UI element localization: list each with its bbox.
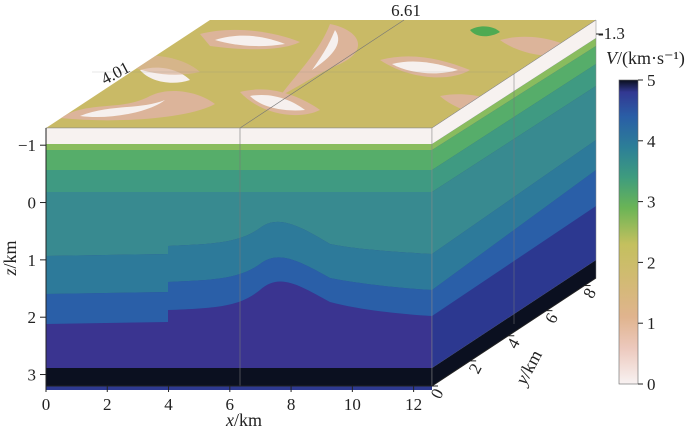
y-tick-label: 6 <box>541 310 562 326</box>
layer-v2.8 <box>46 150 432 170</box>
y-tick-label: 0 <box>427 385 448 401</box>
colorbar-tick-label: 0 <box>647 375 656 394</box>
layer-v4.4 <box>46 257 432 324</box>
y-axis-label: y/km <box>510 347 546 390</box>
y-tick-label: 4 <box>503 335 524 352</box>
y-tick-label: 2 <box>465 360 486 376</box>
x-tick-label: 0 <box>42 395 51 414</box>
z-tick-label: 2 <box>28 308 37 327</box>
colorbar-tick-label: 4 <box>647 132 656 151</box>
colorbar-ticks: 0 1 2 3 4 5 <box>638 71 656 394</box>
layer-v3.3 <box>46 170 432 192</box>
x-tick-label: 2 <box>103 395 112 414</box>
x-axis-label: x/km <box>225 410 262 430</box>
z-tick-label: 0 <box>28 194 37 213</box>
layer-v4.1 <box>46 221 432 294</box>
basement-layer <box>46 368 432 386</box>
layer-v3.8 <box>46 192 432 256</box>
colorbar-tick-label: 2 <box>647 253 656 272</box>
top-annotation-right: -1.3 <box>598 24 625 43</box>
colorbar-label: V/(km·s⁻¹) <box>606 48 685 69</box>
front-face <box>45 127 433 390</box>
top-annotation-middle: 6.61 <box>391 1 421 20</box>
colorbar-tick-label: 3 <box>647 193 656 212</box>
x-tick-label: 12 <box>405 395 422 414</box>
x-tick-label: 10 <box>344 395 361 414</box>
layer-v4.7 <box>46 281 432 370</box>
x-tick-label: 8 <box>287 395 296 414</box>
colorbar-gradient <box>618 79 639 385</box>
y-tick-label: 8 <box>579 285 600 301</box>
y-axis-line <box>431 277 597 387</box>
z-axis-label: z/km <box>0 240 20 276</box>
x-tick-label: 4 <box>164 395 173 414</box>
z-tick-label: 3 <box>28 366 37 385</box>
layer-v2.2 <box>46 144 432 150</box>
layer-v0.2 <box>46 128 432 144</box>
z-tick-label: 1 <box>28 251 37 270</box>
x-tick-label: 6 <box>226 395 235 414</box>
z-tick-label: −1 <box>18 136 36 155</box>
colorbar: 0 1 2 3 4 5 V/(km·s⁻¹) <box>606 48 685 394</box>
side-face <box>431 19 597 387</box>
colorbar-tick-label: 1 <box>647 314 656 333</box>
colorbar-tick-label: 5 <box>647 71 656 90</box>
top-section-line <box>239 19 405 129</box>
